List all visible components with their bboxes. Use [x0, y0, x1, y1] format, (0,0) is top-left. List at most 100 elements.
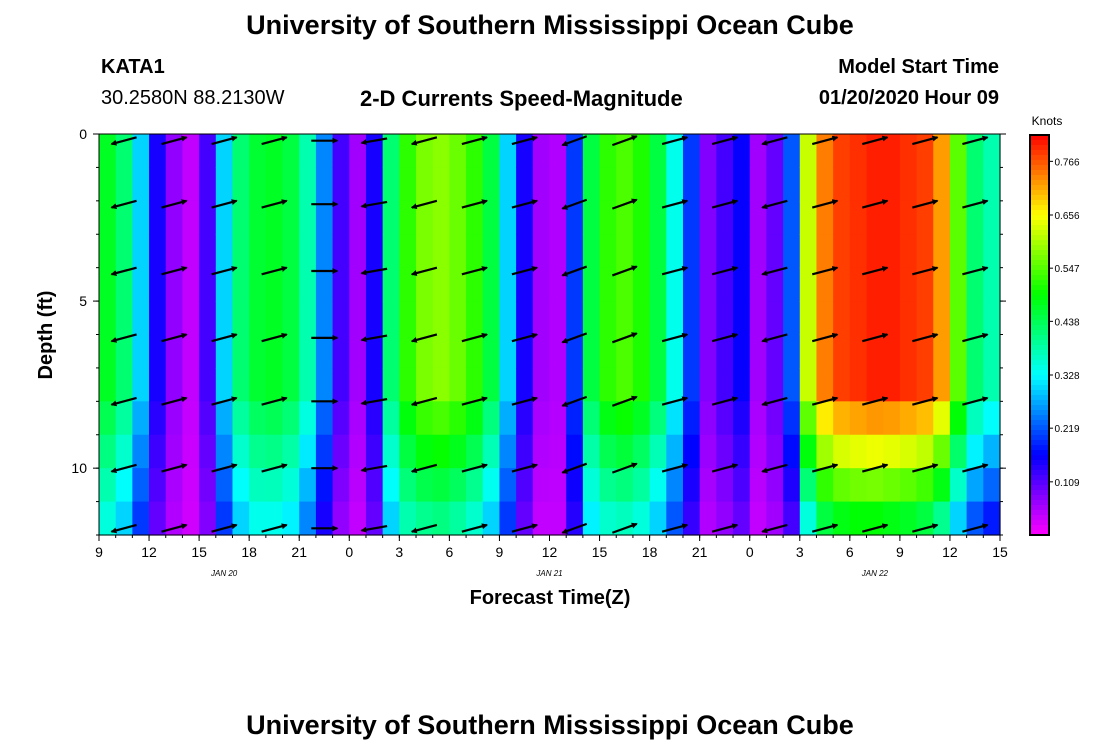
heatmap-cell [933, 434, 951, 469]
heatmap-cell [432, 301, 450, 336]
heatmap-cell [899, 167, 918, 202]
heatmap-cell [866, 334, 884, 369]
current-vector [761, 463, 788, 474]
current-vector [211, 332, 238, 343]
current-vector [110, 199, 137, 210]
heatmap-cell [849, 301, 868, 336]
heatmap-cell [749, 334, 768, 369]
heatmap-cell [365, 200, 384, 235]
heatmap-cell [149, 200, 167, 235]
heatmap-cell [833, 468, 851, 503]
heatmap-cell [582, 401, 601, 436]
heatmap-cell [165, 434, 184, 469]
heatmap-cell [215, 167, 234, 202]
heatmap-cell [916, 301, 934, 336]
heatmap-cell [365, 167, 384, 202]
current-vector [261, 396, 288, 406]
heatmap-cell [182, 401, 200, 436]
heatmap-cell [549, 301, 567, 336]
heatmap-cell [766, 434, 784, 469]
current-vector [611, 198, 638, 210]
heatmap-cell [265, 334, 284, 369]
heatmap-cell [382, 367, 400, 402]
heatmap-cell [816, 334, 834, 369]
heatmap-cell [616, 267, 634, 302]
x-tick-label: 3 [395, 544, 403, 560]
heatmap-cell [532, 468, 551, 503]
heatmap-cell [382, 134, 400, 169]
current-vector [360, 267, 388, 276]
heatmap-cell [783, 367, 801, 402]
current-vector [711, 199, 739, 209]
heatmap-cell [883, 434, 901, 469]
heatmap-cell [332, 234, 350, 269]
current-vector [410, 523, 438, 534]
heatmap-cell [132, 301, 150, 336]
heatmap-cell [249, 401, 267, 436]
heatmap-cell [966, 267, 984, 302]
heatmap-cell [532, 134, 551, 169]
heatmap-cell [649, 167, 667, 202]
heatmap-cell [466, 200, 484, 235]
heatmap-cell [582, 234, 601, 269]
colorbar-swatch [1030, 395, 1049, 401]
heatmap-cell [449, 234, 467, 269]
colorbar-swatch [1030, 475, 1049, 481]
heatmap-cell [816, 401, 834, 436]
heatmap-cell [766, 401, 784, 436]
colorbar-swatch [1030, 450, 1049, 456]
heatmap-cell [549, 200, 567, 235]
colorbar-tick-label: 0.328 [1054, 371, 1079, 382]
current-vector [261, 135, 288, 146]
heatmap-cell [416, 234, 434, 269]
heatmap-cell [716, 200, 734, 235]
current-vector [410, 333, 438, 343]
heatmap-cell [816, 267, 834, 302]
heatmap-cell [499, 468, 517, 503]
heatmap-cell [165, 468, 184, 503]
heatmap-cell [566, 301, 584, 336]
heatmap-cell [916, 367, 934, 402]
heatmap-cell [666, 234, 684, 269]
x-tick-label: 18 [642, 544, 658, 560]
heatmap-cell [883, 301, 901, 336]
heatmap-cell [232, 367, 250, 402]
heatmap-cell [566, 200, 584, 235]
heatmap-cell [566, 234, 584, 269]
current-vector [811, 199, 839, 209]
colorbar-unit: Knots [1032, 114, 1063, 128]
heatmap-cell [466, 301, 484, 336]
heatmap-cell [299, 501, 317, 536]
heatmap-cell [783, 200, 801, 235]
heatmap-cell [816, 200, 834, 235]
heatmap-cell [349, 334, 367, 369]
heatmap-cell [549, 468, 567, 503]
heatmap-cell [966, 334, 984, 369]
heatmap-cell [132, 334, 150, 369]
heatmap-cell [632, 501, 651, 536]
current-vector [862, 199, 889, 209]
heatmap-cell [249, 234, 267, 269]
x-tick-label: 15 [592, 544, 608, 560]
colorbar-swatch [1030, 455, 1049, 461]
heatmap-cell [232, 334, 250, 369]
colorbar-swatch [1030, 155, 1049, 161]
current-vector [110, 333, 137, 343]
heatmap-cell [933, 367, 951, 402]
heatmap-cell [899, 200, 918, 235]
colorbar-swatch [1030, 385, 1049, 391]
heatmap-cell [199, 334, 217, 369]
heatmap-cell [666, 167, 684, 202]
current-vector [360, 137, 388, 146]
heatmap-cell [783, 468, 801, 503]
current-vector [962, 523, 989, 533]
heatmap-cell [199, 501, 217, 536]
heatmap-cell [499, 167, 517, 202]
heatmap-cell [432, 134, 450, 169]
heatmap-cell [449, 167, 467, 202]
current-vector [661, 396, 689, 406]
heatmap-cell [916, 434, 934, 469]
heatmap-cell [933, 234, 951, 269]
heatmap-cell [733, 401, 751, 436]
colorbar-swatch [1030, 285, 1049, 291]
